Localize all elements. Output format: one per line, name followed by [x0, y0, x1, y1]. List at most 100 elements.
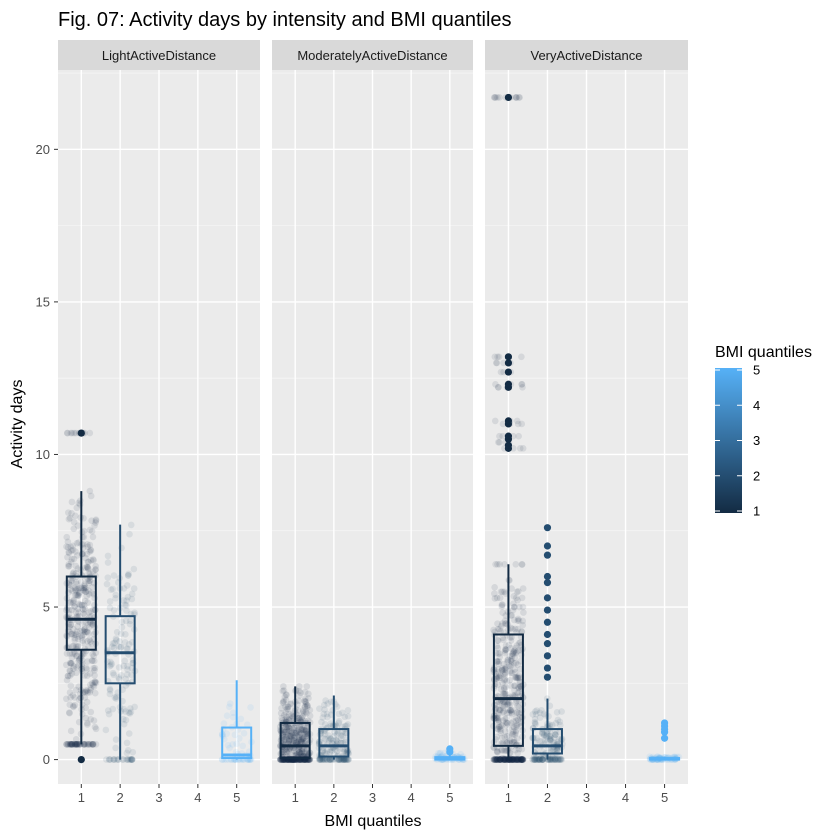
- jitter-point: [84, 599, 91, 606]
- jitter-point: [322, 750, 330, 758]
- jitter-point: [538, 756, 546, 763]
- jitter-point: [512, 756, 520, 763]
- jitter-point: [511, 756, 519, 763]
- jitter-point: [66, 709, 73, 717]
- jitter-point: [283, 736, 291, 743]
- jitter-point: [73, 580, 80, 588]
- jitter-point: [288, 735, 296, 743]
- jitter-point: [71, 741, 78, 748]
- jitter-point: [491, 584, 498, 591]
- jitter-point: [540, 754, 547, 762]
- jitter-point: [84, 689, 92, 696]
- jitter-point: [494, 625, 502, 633]
- jitter-point: [80, 587, 88, 594]
- jitter-point: [340, 756, 347, 763]
- jitter-point: [72, 512, 79, 520]
- jitter-point: [539, 756, 547, 763]
- jitter-point: [508, 756, 515, 763]
- jitter-point: [67, 586, 74, 593]
- jitter-point: [86, 636, 93, 644]
- jitter-point: [294, 727, 301, 734]
- jitter-point: [335, 756, 343, 763]
- jitter-point: [287, 700, 294, 708]
- jitter-point: [127, 521, 135, 529]
- jitter-point: [74, 605, 82, 613]
- outlier-point: [504, 93, 513, 102]
- jitter-point: [70, 663, 78, 670]
- jitter-point: [327, 735, 334, 742]
- jitter-point: [532, 754, 540, 762]
- jitter-point: [67, 660, 75, 667]
- jitter-point: [335, 756, 343, 763]
- jitter-point: [302, 708, 310, 715]
- jitter-point: [500, 685, 508, 692]
- jitter-point: [117, 643, 125, 651]
- jitter-point: [340, 756, 348, 763]
- jitter-point: [297, 726, 305, 734]
- jitter-point: [82, 704, 90, 712]
- jitter-point: [493, 658, 501, 665]
- jitter-point: [78, 633, 86, 641]
- jitter-point: [342, 756, 349, 763]
- jitter-point: [326, 756, 334, 763]
- outlier-point: [543, 606, 552, 614]
- jitter-point: [293, 728, 300, 736]
- jitter-point: [106, 604, 114, 612]
- jitter-point: [506, 677, 514, 684]
- jitter-point: [103, 580, 111, 588]
- jitter-point: [89, 741, 97, 748]
- jitter-point: [495, 658, 503, 665]
- jitter-point: [518, 561, 526, 568]
- jitter-point: [319, 714, 327, 721]
- jitter-point: [341, 756, 349, 763]
- jitter-point: [84, 564, 91, 571]
- jitter-point: [290, 737, 297, 744]
- jitter-point: [547, 736, 554, 744]
- jitter-point: [517, 756, 524, 763]
- jitter-point: [548, 721, 556, 729]
- jitter-point: [291, 734, 298, 742]
- jitter-point: [297, 729, 304, 737]
- jitter-point: [554, 739, 561, 746]
- jitter-point: [499, 601, 506, 609]
- jitter-point: [115, 664, 123, 671]
- jitter-point: [558, 708, 565, 715]
- jitter-point: [519, 756, 526, 763]
- jitter-point: [298, 748, 306, 756]
- jitter-point: [280, 697, 287, 705]
- jitter-point: [519, 621, 527, 629]
- jitter-point: [122, 631, 129, 638]
- jitter-point: [516, 674, 524, 681]
- jitter-point: [71, 701, 79, 709]
- jitter-point: [86, 741, 94, 748]
- jitter-point: [125, 570, 132, 578]
- jitter-point: [64, 429, 71, 437]
- jitter-point: [128, 756, 136, 763]
- jitter-point: [491, 353, 499, 361]
- jitter-point: [84, 621, 92, 628]
- jitter-point: [546, 735, 554, 743]
- legend-label: 5: [753, 363, 760, 378]
- jitter-point: [434, 749, 442, 757]
- jitter-point: [504, 657, 512, 664]
- jitter-point: [81, 625, 89, 633]
- jitter-point: [495, 674, 503, 682]
- jitter-point: [507, 644, 515, 652]
- jitter-point: [89, 657, 96, 665]
- jitter-point: [72, 548, 79, 555]
- jitter-point: [124, 645, 131, 652]
- jitter-point: [497, 706, 504, 714]
- jitter-point: [295, 749, 303, 756]
- jitter-point: [110, 572, 118, 579]
- jitter-point: [509, 756, 517, 763]
- jitter-point: [457, 750, 464, 758]
- legend-label: 1: [753, 504, 760, 519]
- jitter-point: [120, 662, 128, 670]
- jitter-point: [510, 756, 517, 763]
- jitter-point: [66, 514, 74, 522]
- jitter-point: [532, 756, 540, 763]
- jitter-point: [85, 624, 93, 631]
- jitter-point: [492, 756, 499, 763]
- jitter-point: [68, 510, 75, 517]
- jitter-point: [506, 634, 514, 641]
